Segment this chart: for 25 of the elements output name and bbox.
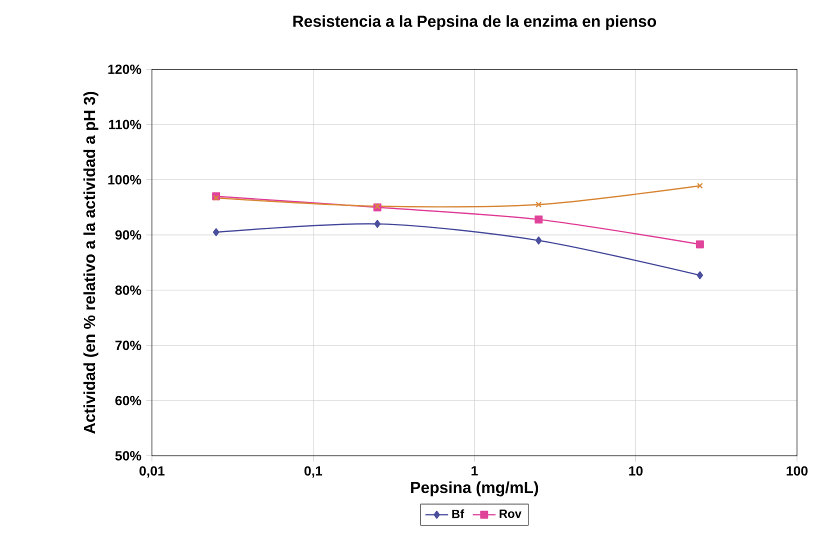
y-tick-label: 60% [115,396,142,406]
x-tick-label: 10 [629,466,643,476]
point [374,220,381,228]
point [535,236,542,244]
point [212,228,220,236]
y-tick-label: 100% [108,174,142,184]
point [534,215,543,224]
x-tick-label: 100 [786,466,808,476]
point [536,202,542,208]
point [696,240,704,248]
x-tick-label: 0,1 [304,466,322,478]
y-tick-label: 90% [115,230,142,240]
chart-title: Resistencia a la Pepsina de la enzima en pienso [293,15,656,30]
y-tick-label: 80% [115,285,142,295]
x-tick-label: 1 [472,466,478,476]
y-tick-label: 50% [115,451,142,460]
y-axis-title: Actividad (en % relativo a la actividad a pH 3) [83,92,98,434]
x-tick-label: 0,01 [139,466,165,478]
legend-label: Bf [452,509,464,518]
legend-label: Rov [500,510,522,518]
y-tick-label: 110% [109,120,142,130]
point [696,271,704,280]
x-axis-title: Pepsina (mg/mL) [411,481,538,496]
y-tick-label: 70% [115,340,142,350]
y-tick-label: 120% [108,64,142,74]
